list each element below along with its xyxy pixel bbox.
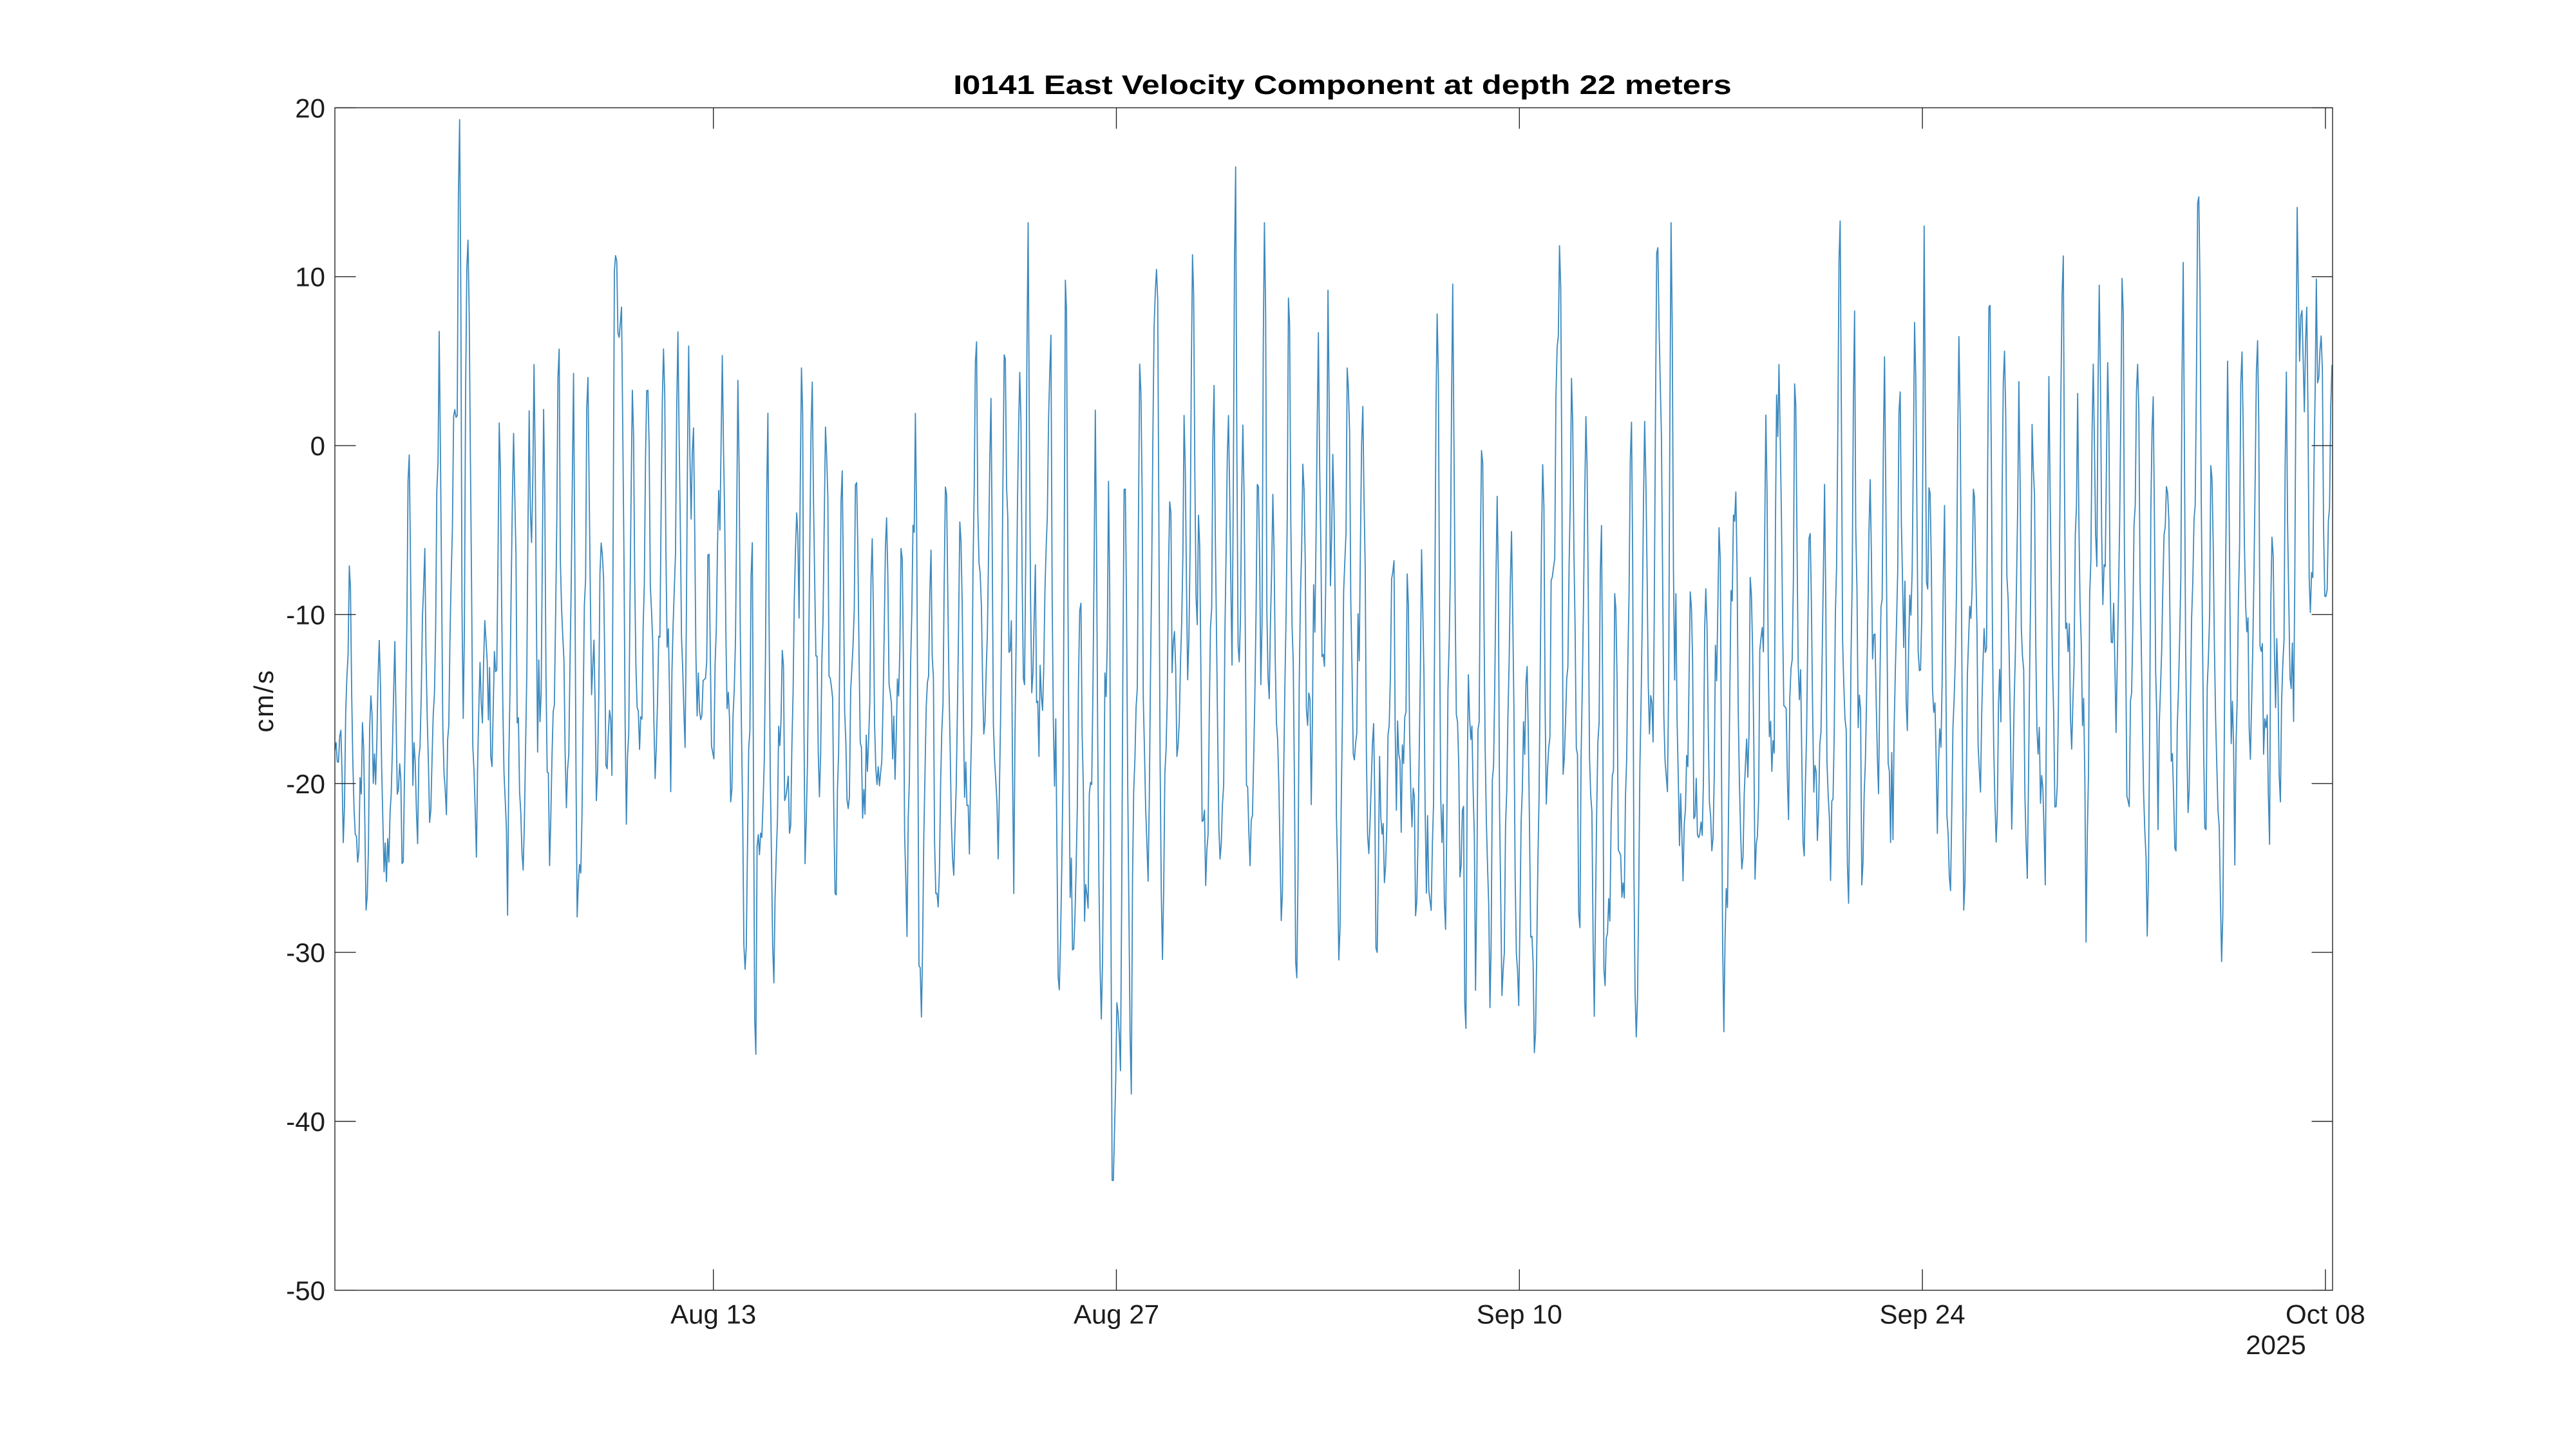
svg-text:-20: -20	[286, 769, 325, 799]
svg-text:0: 0	[310, 431, 325, 461]
svg-text:20: 20	[295, 93, 325, 123]
svg-text:Sep 10: Sep 10	[1477, 1299, 1562, 1329]
svg-text:-30: -30	[286, 938, 325, 968]
svg-text:Oct 08: Oct 08	[2286, 1299, 2365, 1329]
svg-text:Aug 27: Aug 27	[1074, 1299, 1159, 1329]
svg-text:Aug 13: Aug 13	[670, 1299, 756, 1329]
svg-text:2025: 2025	[2246, 1330, 2306, 1360]
svg-text:Sep 24: Sep 24	[1880, 1299, 1965, 1329]
svg-text:I0141 East Velocity Component: I0141 East Velocity Component at depth 2…	[953, 70, 1732, 100]
svg-text:cm/s: cm/s	[249, 668, 279, 732]
svg-text:-10: -10	[286, 599, 325, 630]
svg-text:-50: -50	[286, 1276, 325, 1306]
svg-text:-40: -40	[286, 1107, 325, 1137]
svg-text:10: 10	[295, 262, 325, 292]
